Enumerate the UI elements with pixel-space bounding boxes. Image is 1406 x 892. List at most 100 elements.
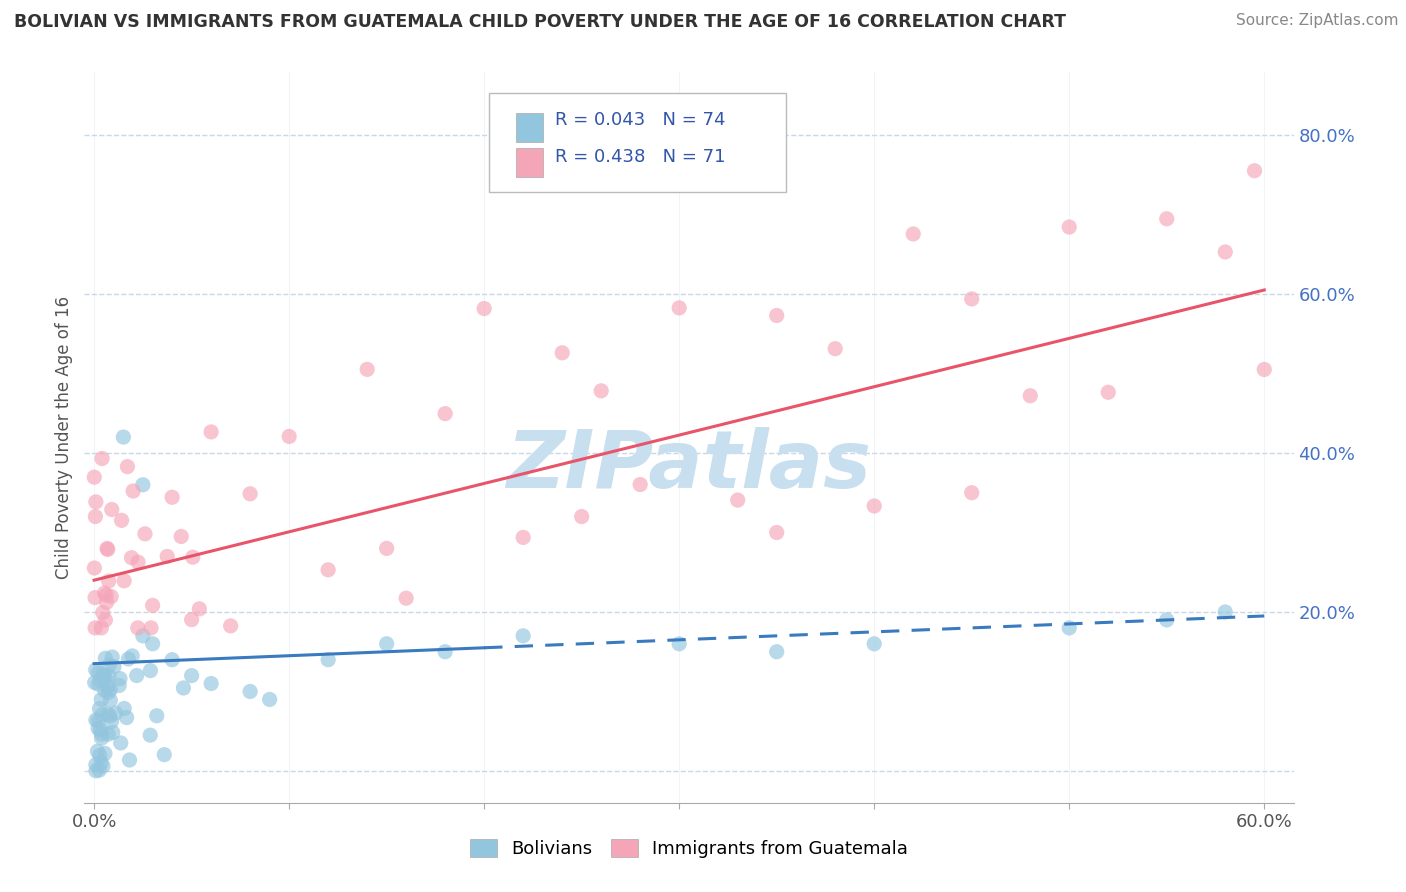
Point <box>375 637 398 651</box>
Point <box>132 477 155 491</box>
Point <box>101 650 124 665</box>
Point <box>97 707 120 722</box>
Point <box>98 693 121 707</box>
Point <box>1243 163 1265 178</box>
Point <box>84 713 107 727</box>
Point <box>153 747 176 762</box>
Point <box>591 384 613 398</box>
Point <box>160 490 183 504</box>
Point <box>121 648 143 663</box>
FancyBboxPatch shape <box>516 113 543 143</box>
Point <box>188 602 211 616</box>
Point <box>87 677 110 691</box>
Point <box>91 667 114 681</box>
Point <box>87 722 110 736</box>
Text: Source: ZipAtlas.com: Source: ZipAtlas.com <box>1236 13 1399 29</box>
Point <box>1019 389 1042 403</box>
Point <box>121 550 143 565</box>
Point <box>219 619 242 633</box>
Point <box>89 748 111 763</box>
Point <box>1213 605 1236 619</box>
Point <box>100 714 122 729</box>
Point <box>97 685 120 699</box>
Point <box>97 542 120 557</box>
Point <box>512 530 534 544</box>
Point <box>100 590 122 604</box>
Point <box>1213 244 1236 259</box>
Point <box>200 425 222 439</box>
Text: R = 0.043   N = 74: R = 0.043 N = 74 <box>555 112 725 129</box>
Point <box>89 763 111 777</box>
Point <box>89 673 111 688</box>
Point <box>156 549 179 564</box>
Point <box>117 652 139 666</box>
FancyBboxPatch shape <box>489 94 786 192</box>
Point <box>94 747 117 761</box>
Point <box>94 683 117 698</box>
Point <box>160 653 183 667</box>
Point <box>375 541 398 556</box>
Point <box>668 301 690 315</box>
Point <box>97 574 120 588</box>
Point <box>84 757 107 772</box>
Point <box>87 714 110 728</box>
Point <box>278 429 301 443</box>
Point <box>98 658 121 673</box>
Point <box>83 470 105 484</box>
Point <box>110 736 132 750</box>
Point <box>132 629 155 643</box>
Point <box>91 759 114 773</box>
Point <box>434 645 457 659</box>
Point <box>765 309 787 323</box>
Point <box>628 477 651 491</box>
Point <box>239 684 262 698</box>
Point <box>84 663 107 677</box>
Point <box>1156 613 1178 627</box>
Point <box>395 591 418 606</box>
Point <box>91 451 114 466</box>
Point <box>139 664 162 678</box>
Point <box>180 668 202 682</box>
Point <box>127 555 149 569</box>
Point <box>117 459 139 474</box>
Point <box>960 292 983 306</box>
FancyBboxPatch shape <box>516 148 543 178</box>
Point <box>122 483 145 498</box>
Point <box>96 595 118 609</box>
Point <box>83 675 105 690</box>
Point <box>200 676 222 690</box>
Point <box>142 599 165 613</box>
Point <box>108 672 131 686</box>
Point <box>110 513 132 527</box>
Point <box>90 621 112 635</box>
Point <box>863 499 886 513</box>
Point <box>139 728 162 742</box>
Point <box>91 707 114 722</box>
Point <box>181 550 204 565</box>
Point <box>127 621 149 635</box>
Point <box>84 764 107 778</box>
Point <box>112 701 135 715</box>
Point <box>356 362 378 376</box>
Point <box>93 669 115 683</box>
Point <box>90 692 112 706</box>
Point <box>134 526 156 541</box>
Point <box>863 637 886 651</box>
Point <box>104 706 127 720</box>
Point <box>100 682 122 697</box>
Point <box>94 613 117 627</box>
Text: BOLIVIAN VS IMMIGRANTS FROM GUATEMALA CHILD POVERTY UNDER THE AGE OF 16 CORRELAT: BOLIVIAN VS IMMIGRANTS FROM GUATEMALA CH… <box>14 13 1066 31</box>
Point <box>94 671 117 685</box>
Point <box>1156 211 1178 226</box>
Point <box>170 529 193 543</box>
Point <box>97 680 120 694</box>
Point <box>108 678 131 692</box>
Point <box>172 681 194 695</box>
Point <box>83 561 105 575</box>
Point <box>434 407 457 421</box>
Point <box>90 756 112 770</box>
Point <box>903 227 925 241</box>
Point <box>139 621 162 635</box>
Point <box>765 645 787 659</box>
Y-axis label: Child Poverty Under the Age of 16: Child Poverty Under the Age of 16 <box>55 295 73 579</box>
